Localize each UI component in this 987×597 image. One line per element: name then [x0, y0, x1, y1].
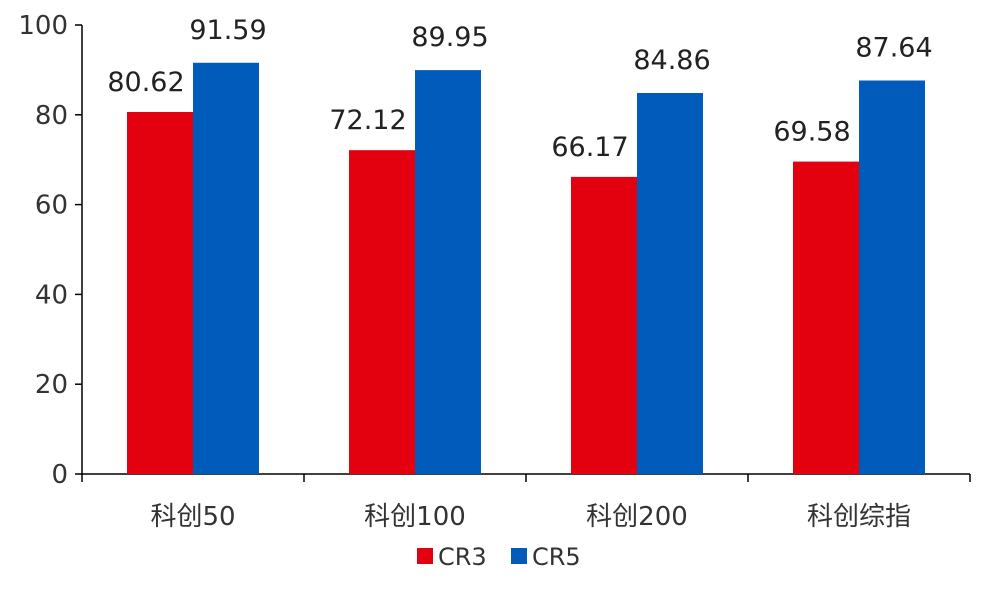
data-label-cr5: 91.59	[189, 15, 266, 46]
data-label-cr3: 80.62	[107, 67, 184, 98]
data-label-cr3: 66.17	[551, 132, 628, 163]
data-label-cr5: 84.86	[633, 45, 710, 76]
legend-swatch-cr3	[417, 548, 433, 564]
bar-cr3	[127, 112, 193, 474]
data-label-cr5: 87.64	[855, 32, 932, 63]
bar-cr3	[793, 161, 859, 474]
y-tick-label: 60	[35, 191, 68, 221]
data-label-cr3: 72.12	[329, 105, 406, 136]
bar-cr5	[637, 92, 703, 474]
y-tick-label: 40	[35, 280, 68, 310]
x-tick-label: 科创100	[364, 502, 466, 532]
bar-cr5	[415, 70, 481, 474]
y-tick-label: 0	[51, 460, 68, 490]
bar-cr5	[859, 80, 925, 474]
x-axis: 科创50 科创100 科创200 科创综指	[81, 473, 971, 532]
legend-swatch-cr5	[511, 548, 527, 564]
y-tick-label: 100	[18, 11, 68, 41]
x-tick-label: 科创50	[150, 502, 235, 532]
bar-cr3	[349, 150, 415, 474]
legend-label-cr3: CR3	[438, 543, 487, 571]
bar-cr5	[193, 62, 259, 475]
bar-cr3	[571, 176, 637, 474]
data-label-cr5: 89.95	[411, 22, 488, 53]
y-tick-label: 20	[35, 370, 68, 400]
bars	[127, 62, 925, 475]
x-tick-label: 科创200	[586, 502, 688, 532]
legend: CR3 CR5	[417, 543, 581, 571]
y-axis: 0 20 40 60 80 100	[18, 11, 83, 490]
data-label-cr3: 69.58	[773, 117, 850, 148]
x-tick-label: 科创综指	[807, 502, 911, 532]
y-tick-label: 80	[35, 101, 68, 131]
legend-label-cr5: CR5	[532, 543, 581, 571]
